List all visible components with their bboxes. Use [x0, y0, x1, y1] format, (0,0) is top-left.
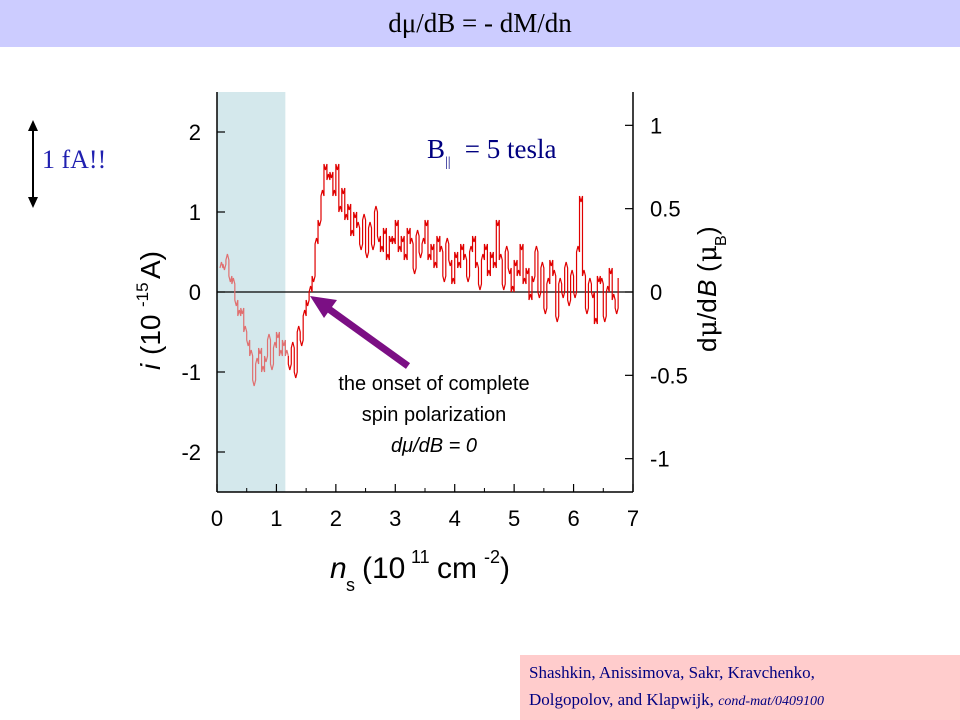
citation-ref: cond-mat/0409100	[718, 694, 824, 709]
annotation-line-3: dμ/dB = 0	[391, 435, 477, 457]
x-tick-label: 7	[627, 506, 639, 531]
x-tick-label: 3	[389, 506, 401, 531]
svg-text:): )	[692, 226, 722, 235]
y-tick-label-right: 1	[650, 113, 662, 138]
svg-text:i: i	[135, 363, 166, 370]
citation-line-1: Shashkin, Anissimova, Sakr, Kravchenko,	[529, 663, 815, 682]
y-tick-label-left: 0	[189, 280, 201, 305]
svg-text:-15: -15	[133, 282, 152, 307]
x-tick-label: 6	[567, 506, 579, 531]
y-tick-label-left: -2	[181, 440, 201, 465]
svg-text:B: B	[713, 235, 730, 246]
y-axis-label-right: d μ /d B ( μ B )	[692, 226, 730, 352]
citation-line-2: Dolgopolov, and Klapwijk, cond-mat/04091…	[529, 686, 960, 715]
x-tick-label: 2	[330, 506, 342, 531]
svg-text:cm: cm	[437, 552, 477, 585]
y-tick-label-right: -0.5	[650, 363, 688, 388]
onset-annotation: the onset of complete spin polarization …	[338, 373, 529, 457]
svg-text:B: B	[427, 134, 445, 164]
y-tick-label-left: 2	[189, 120, 201, 145]
y-tick-label-right: -1	[650, 447, 670, 472]
svg-text:(: (	[692, 263, 722, 272]
x-tick-label: 5	[508, 506, 520, 531]
svg-text:μ: μ	[693, 320, 723, 337]
curve-shaded-part	[219, 253, 289, 387]
y-tick-label-right: 0.5	[650, 197, 681, 222]
y-tick-label-left: -1	[181, 360, 201, 385]
svg-text:d: d	[692, 338, 722, 352]
y-axis-label-left: i (10 -15 A)	[133, 251, 166, 370]
x-tick-label: 1	[270, 506, 282, 531]
svg-text:= 5 tesla: = 5 tesla	[458, 134, 556, 164]
onset-arrow	[310, 296, 411, 369]
title-bar	[0, 0, 960, 47]
svg-text:-2: -2	[484, 547, 500, 567]
svg-text:n: n	[330, 552, 347, 585]
svg-text:A): A)	[135, 251, 166, 279]
x-tick-label: 4	[449, 506, 461, 531]
svg-text:(10: (10	[135, 315, 166, 355]
annotation-line-1: the onset of complete	[338, 373, 529, 395]
page-title: dμ/dB = - dM/dn	[388, 8, 572, 38]
svg-text:): )	[500, 552, 510, 585]
svg-text:B: B	[692, 280, 722, 297]
y-tick-label-left: 1	[189, 200, 201, 225]
y-tick-label-right: 0	[650, 280, 662, 305]
field-label: B || = 5 tesla	[427, 134, 556, 170]
scale-note: 1 fA!!	[42, 145, 107, 174]
svg-text:μ: μ	[693, 245, 723, 262]
annotation-line-2: spin polarization	[362, 404, 507, 426]
svg-text:s: s	[346, 575, 355, 595]
curve-main-part	[287, 163, 619, 379]
x-tick-label: 0	[211, 506, 223, 531]
svg-text:||: ||	[445, 155, 451, 170]
svg-text:/d: /d	[692, 298, 722, 320]
scale-arrow	[28, 120, 38, 208]
svg-text:(10: (10	[362, 552, 405, 585]
citation-authors: Dolgopolov, and Klapwijk,	[529, 690, 719, 709]
citation-box: Shashkin, Anissimova, Sakr, Kravchenko, …	[520, 655, 960, 720]
svg-text:11: 11	[411, 547, 430, 567]
x-axis-label: n s (10 11 cm -2 )	[330, 547, 510, 595]
